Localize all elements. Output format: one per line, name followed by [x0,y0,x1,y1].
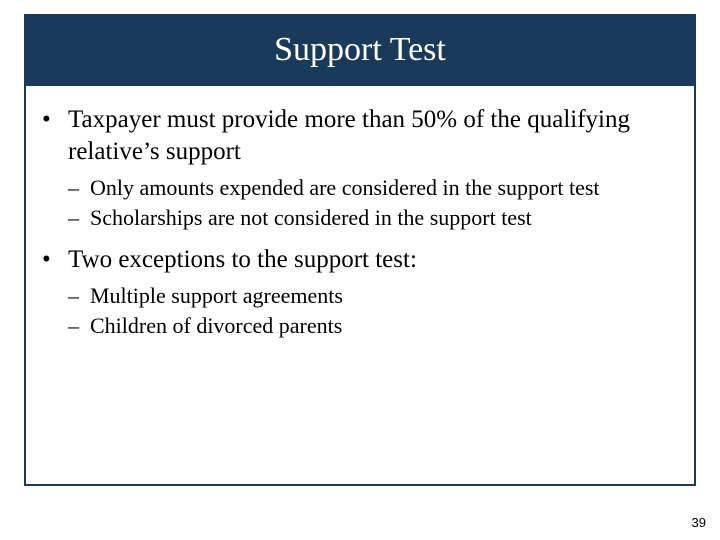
bullet-text: Only amounts expended are considered in … [90,174,680,202]
bullet-item: – Scholarships are not considered in the… [68,204,680,232]
bullet-text: Two exceptions to the support test: [68,244,680,276]
bullet-marker: – [68,174,90,202]
bullet-item: – Only amounts expended are considered i… [68,174,680,202]
bullet-item: • Taxpayer must provide more than 50% of… [40,104,680,168]
bullet-item: – Multiple support agreements [68,282,680,310]
bullet-text: Scholarships are not considered in the s… [90,204,680,232]
slide-content: • Taxpayer must provide more than 50% of… [40,104,680,343]
spacer [40,234,680,244]
bullet-marker: • [40,104,68,136]
bullet-text: Taxpayer must provide more than 50% of t… [68,104,680,168]
bullet-text: Multiple support agreements [90,282,680,310]
bullet-marker: • [40,244,68,276]
bullet-marker: – [68,312,90,340]
title-bar: Support Test [24,14,696,86]
bullet-marker: – [68,282,90,310]
bullet-text: Children of divorced parents [90,312,680,340]
slide-title: Support Test [274,31,446,69]
bullet-marker: – [68,204,90,232]
bullet-item: • Two exceptions to the support test: [40,244,680,276]
bullet-item: – Children of divorced parents [68,312,680,340]
page-number: 39 [692,515,706,530]
